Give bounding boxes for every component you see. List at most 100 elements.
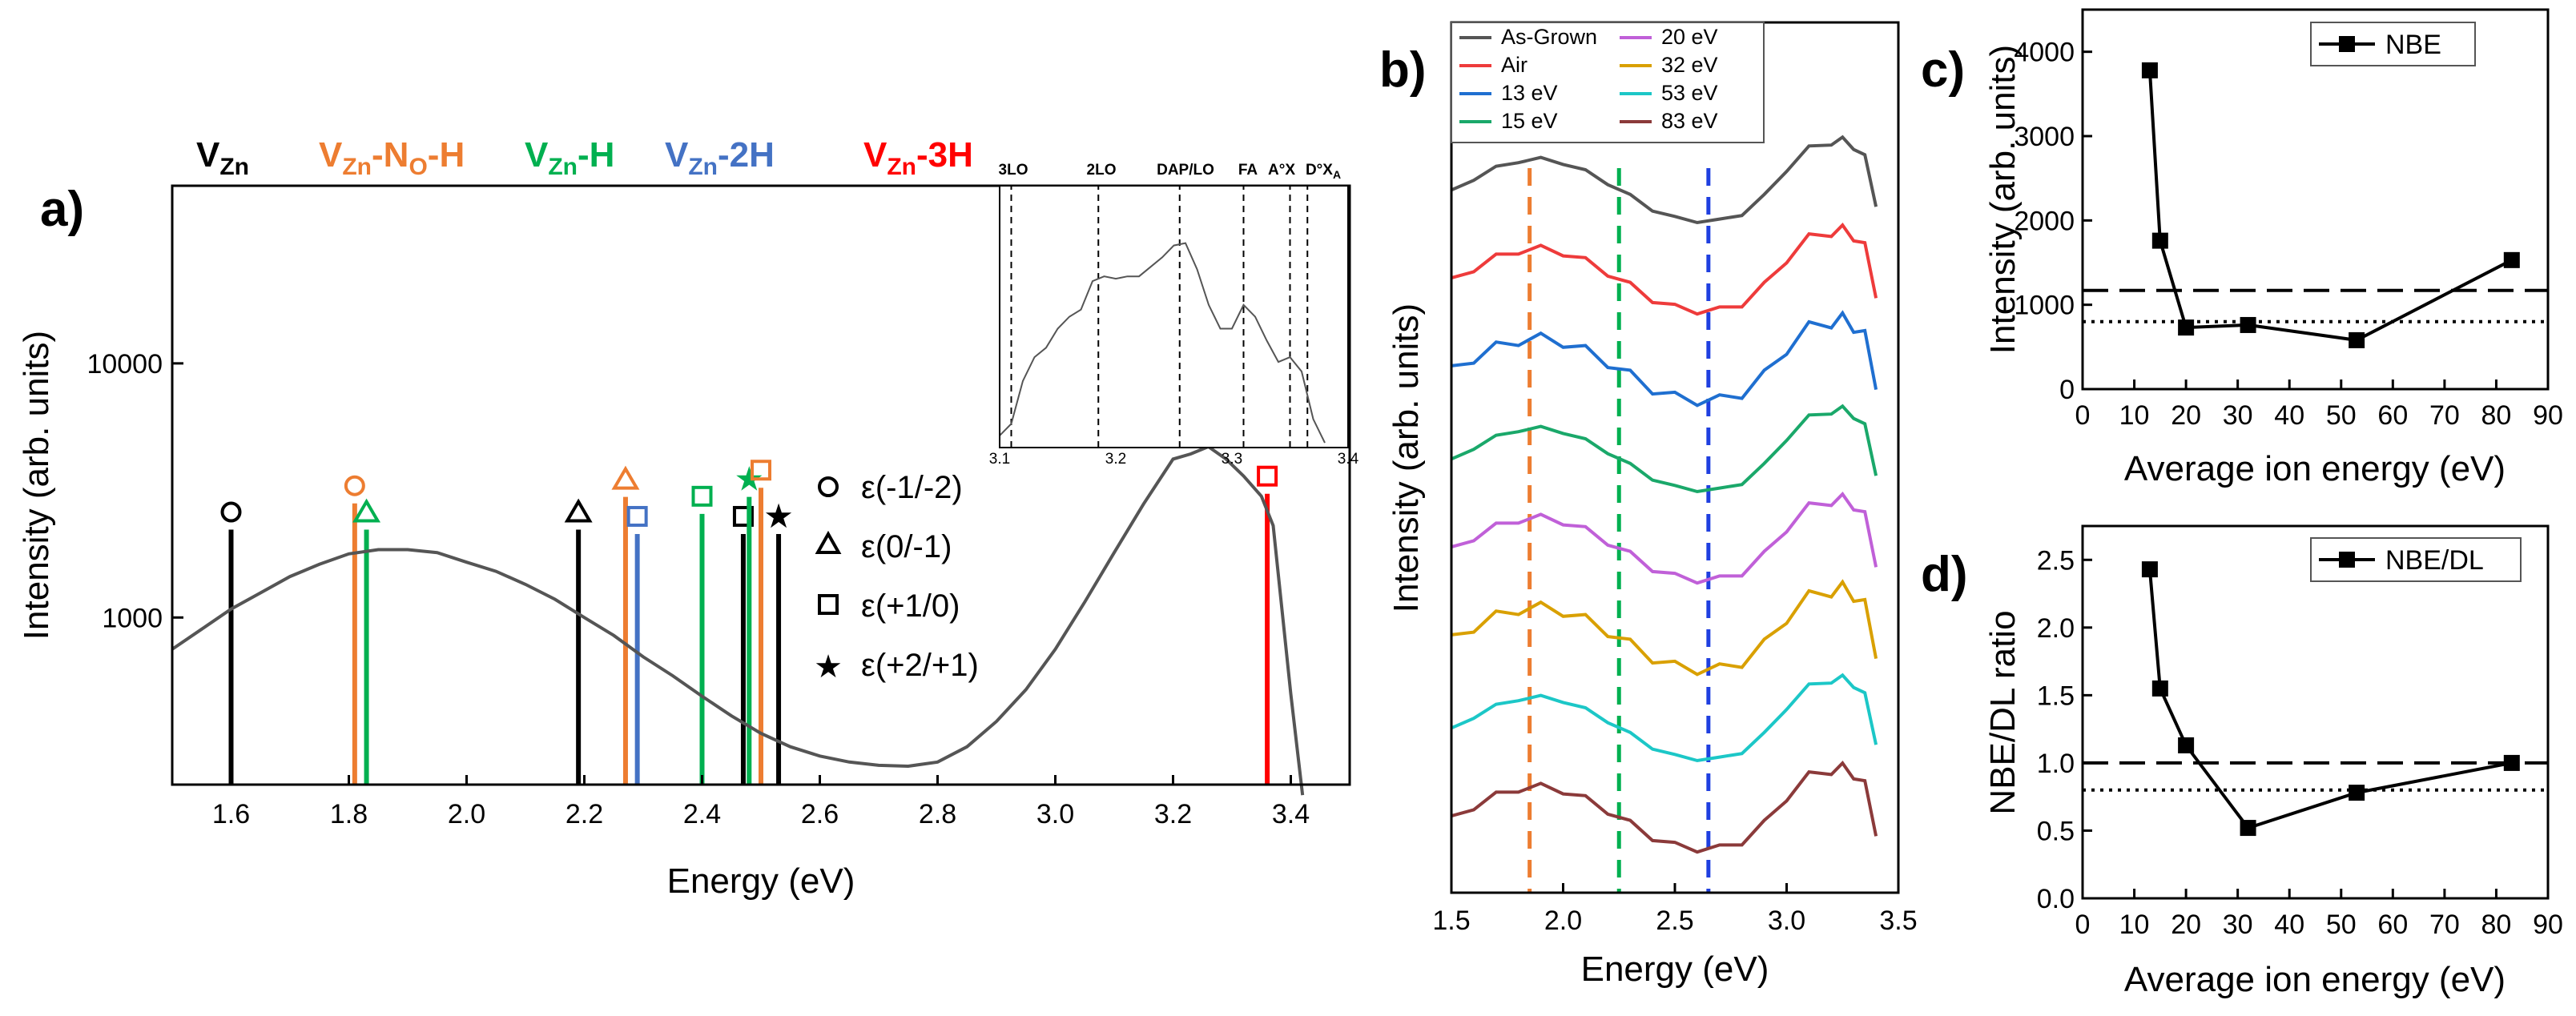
defect-label-vzn-no-h: VZn-NO-H	[319, 135, 465, 180]
panel-d-xtick-label: 90	[2533, 910, 2563, 940]
panel-d-legend: NBE/DL	[2310, 537, 2522, 582]
inset-line-label-sub: A	[1333, 168, 1341, 181]
panel-c-y-ticks: 0 1000 2000 3000 4000	[2014, 38, 2092, 405]
panel-c-point-2	[2178, 319, 2195, 336]
defect-label-vzn-2h: VZn-2H	[665, 135, 775, 180]
panel-a-xtick-label: 2.0	[448, 799, 485, 829]
panel-a-xtick-label: 2.4	[683, 799, 721, 829]
panel-d-point-0	[2141, 561, 2158, 578]
panel-c-x-ticks: 0 10 20 30 40 50 60 70 80 90	[2075, 379, 2563, 431]
panel-a-xlabel: Energy (eV)	[667, 861, 855, 901]
panel-b-legend-label-7: 83 eV	[1661, 109, 1718, 133]
panel-a-xtick-label: 3.2	[1154, 799, 1192, 829]
panel-b-label: b)	[1379, 42, 1427, 98]
panel-b-series	[1451, 135, 1878, 854]
panel-d: d) 0 10 20 30 40 50 60 70 80 90 0.0 0.5 1.0 1.5 2.0 2.…	[1921, 524, 2563, 999]
energy-line-marker-1	[344, 475, 365, 496]
panel-c-series	[2141, 62, 2520, 348]
legend-label-circle: ε(-1/-2)	[861, 470, 963, 505]
panel-b-legend-label-4: 20 eV	[1661, 25, 1718, 49]
panel-a-spectrum	[171, 444, 1305, 796]
panel-c-frame	[2081, 8, 2550, 391]
panel-b-series-0	[1451, 135, 1878, 225]
legend-square-marker	[818, 594, 839, 615]
energy-line-marker-11	[1257, 465, 1278, 487]
panel-b-series-3	[1451, 404, 1878, 494]
panel-c-ytick-label: 3000	[2014, 122, 2075, 152]
panel-c-point-4	[2349, 331, 2365, 348]
panel-b-ylabel: Intensity (arb. units)	[1387, 303, 1426, 612]
panel-b-x-ticks: 1.5 2.0 2.5 3.0 3.5	[1432, 883, 1918, 936]
legend-label-triangle: ε(0/-1)	[861, 529, 952, 564]
panel-c-ytick-label: 0	[2059, 375, 2075, 405]
inset-line-label-4: A°X	[1268, 162, 1295, 179]
panel-a-ytick-label: 1000	[102, 603, 163, 633]
panel-d-ytick-label: 1.5	[2037, 681, 2075, 711]
panel-c-point-3	[2240, 316, 2256, 333]
legend-circle-marker	[818, 476, 839, 497]
panel-a-ylabel: Intensity (arb. units)	[17, 331, 56, 640]
panel-a-xtick-label: 3.4	[1272, 799, 1310, 829]
panel-a-frame	[171, 184, 1351, 786]
panel-c-legend: NBE	[2310, 22, 2476, 66]
panel-d-legend-marker	[2339, 552, 2355, 568]
panel-b-xlabel: Energy (eV)	[1581, 950, 1769, 989]
panel-c-xtick-label: 20	[2171, 400, 2201, 431]
panel-b-legend-label-0: As-Grown	[1501, 25, 1597, 49]
inset-line-label-0: 3LO	[999, 162, 1028, 179]
inset-line-label-5: D°XA	[1306, 162, 1341, 181]
panel-a: a) ★★ 1.6 1.8 2.0 2.2 2.4 2.6 2.8 3.0 3.2 3.4 100…	[17, 135, 1359, 901]
energy-line-marker-2	[352, 498, 381, 523]
legend-triangle-marker	[815, 530, 842, 554]
panel-d-ylabel: NBE/DL ratio	[1983, 610, 2023, 814]
panel-b-xtick-label: 3.5	[1879, 906, 1917, 936]
panel-b-vlines	[1527, 168, 1711, 893]
panel-d-frame	[2081, 524, 2550, 900]
panel-d-point-1	[2151, 680, 2168, 697]
panel-a-xtick-label: 1.6	[212, 799, 250, 829]
defect-label-vzn: VZn	[196, 135, 249, 180]
inset-xtick-label: 3.1	[989, 451, 1010, 468]
panel-d-ytick-label: 0.0	[2037, 884, 2075, 914]
panel-b-xtick-label: 2.5	[1656, 906, 1693, 936]
panel-a-x-ticks: 1.6 1.8 2.0 2.2 2.4 2.6 2.8 3.0 3.2 3.4	[212, 775, 1310, 829]
panel-d-point-3	[2240, 820, 2256, 837]
panel-c-reference-lines	[2083, 288, 2548, 323]
panel-d-ytick-label: 0.5	[2037, 816, 2075, 846]
panel-d-ytick-label: 2.0	[2037, 613, 2075, 644]
panel-a-energy-lines: ★★	[220, 460, 1278, 785]
panel-d-xtick-label: 0	[2075, 910, 2091, 940]
panel-b-legend-label-2: 13 eV	[1501, 81, 1558, 105]
energy-line-marker-0	[220, 501, 242, 523]
panel-b: b) As-Grown Air 13 eV 15 eV 20 eV 32 eV 53 eV 8…	[1379, 21, 1918, 989]
panel-c-legend-marker	[2339, 36, 2355, 52]
inset-line-labels: 3LO 2LO DAP/LO FA A°X D°XA	[999, 162, 1342, 181]
panel-d-reference-lines	[2083, 761, 2548, 792]
panel-d-legend-label: NBE/DL	[2385, 545, 2484, 576]
panel-a-legend: ε(-1/-2) ε(0/-1) ε(+1/0) ★ ε(+2/+1)	[814, 470, 979, 685]
panel-a-inset: 3.1 3.2 3.3 3.4 3LO 2LO DAP/LO FA A°X D°XA	[989, 162, 1359, 468]
panel-c-xtick-label: 10	[2119, 400, 2150, 431]
panel-a-label: a)	[40, 182, 84, 237]
panel-c-ytick-label: 4000	[2014, 38, 2075, 68]
panel-c-point-1	[2151, 232, 2168, 249]
panel-b-series-6	[1451, 673, 1878, 763]
panel-d-xtick-label: 80	[2481, 910, 2512, 940]
panel-a-xtick-label: 3.0	[1036, 799, 1074, 829]
panel-d-y-ticks: 0.0 0.5 1.0 1.5 2.0 2.5	[2037, 545, 2092, 914]
energy-line-marker-3	[564, 498, 593, 523]
inset-background	[1000, 186, 1348, 448]
panel-b-series-5	[1451, 579, 1878, 677]
panel-a-y-ticks: 1000 10000	[87, 349, 183, 633]
energy-line-marker-5	[626, 505, 648, 527]
panel-c-xtick-label: 90	[2533, 400, 2563, 431]
inset-xtick-label: 3.2	[1105, 451, 1126, 468]
panel-d-ytick-label: 1.0	[2037, 749, 2075, 779]
panel-d-x-ticks: 0 10 20 30 40 50 60 70 80 90	[2075, 889, 2563, 940]
panel-c-xtick-label: 40	[2274, 400, 2304, 431]
panel-b-xtick-label: 1.5	[1432, 906, 1470, 936]
panel-d-ytick-label: 2.5	[2037, 545, 2075, 576]
panel-c-xtick-label: 80	[2481, 400, 2512, 431]
panel-d-xtick-label: 40	[2274, 910, 2304, 940]
panel-c-xtick-label: 30	[2223, 400, 2253, 431]
